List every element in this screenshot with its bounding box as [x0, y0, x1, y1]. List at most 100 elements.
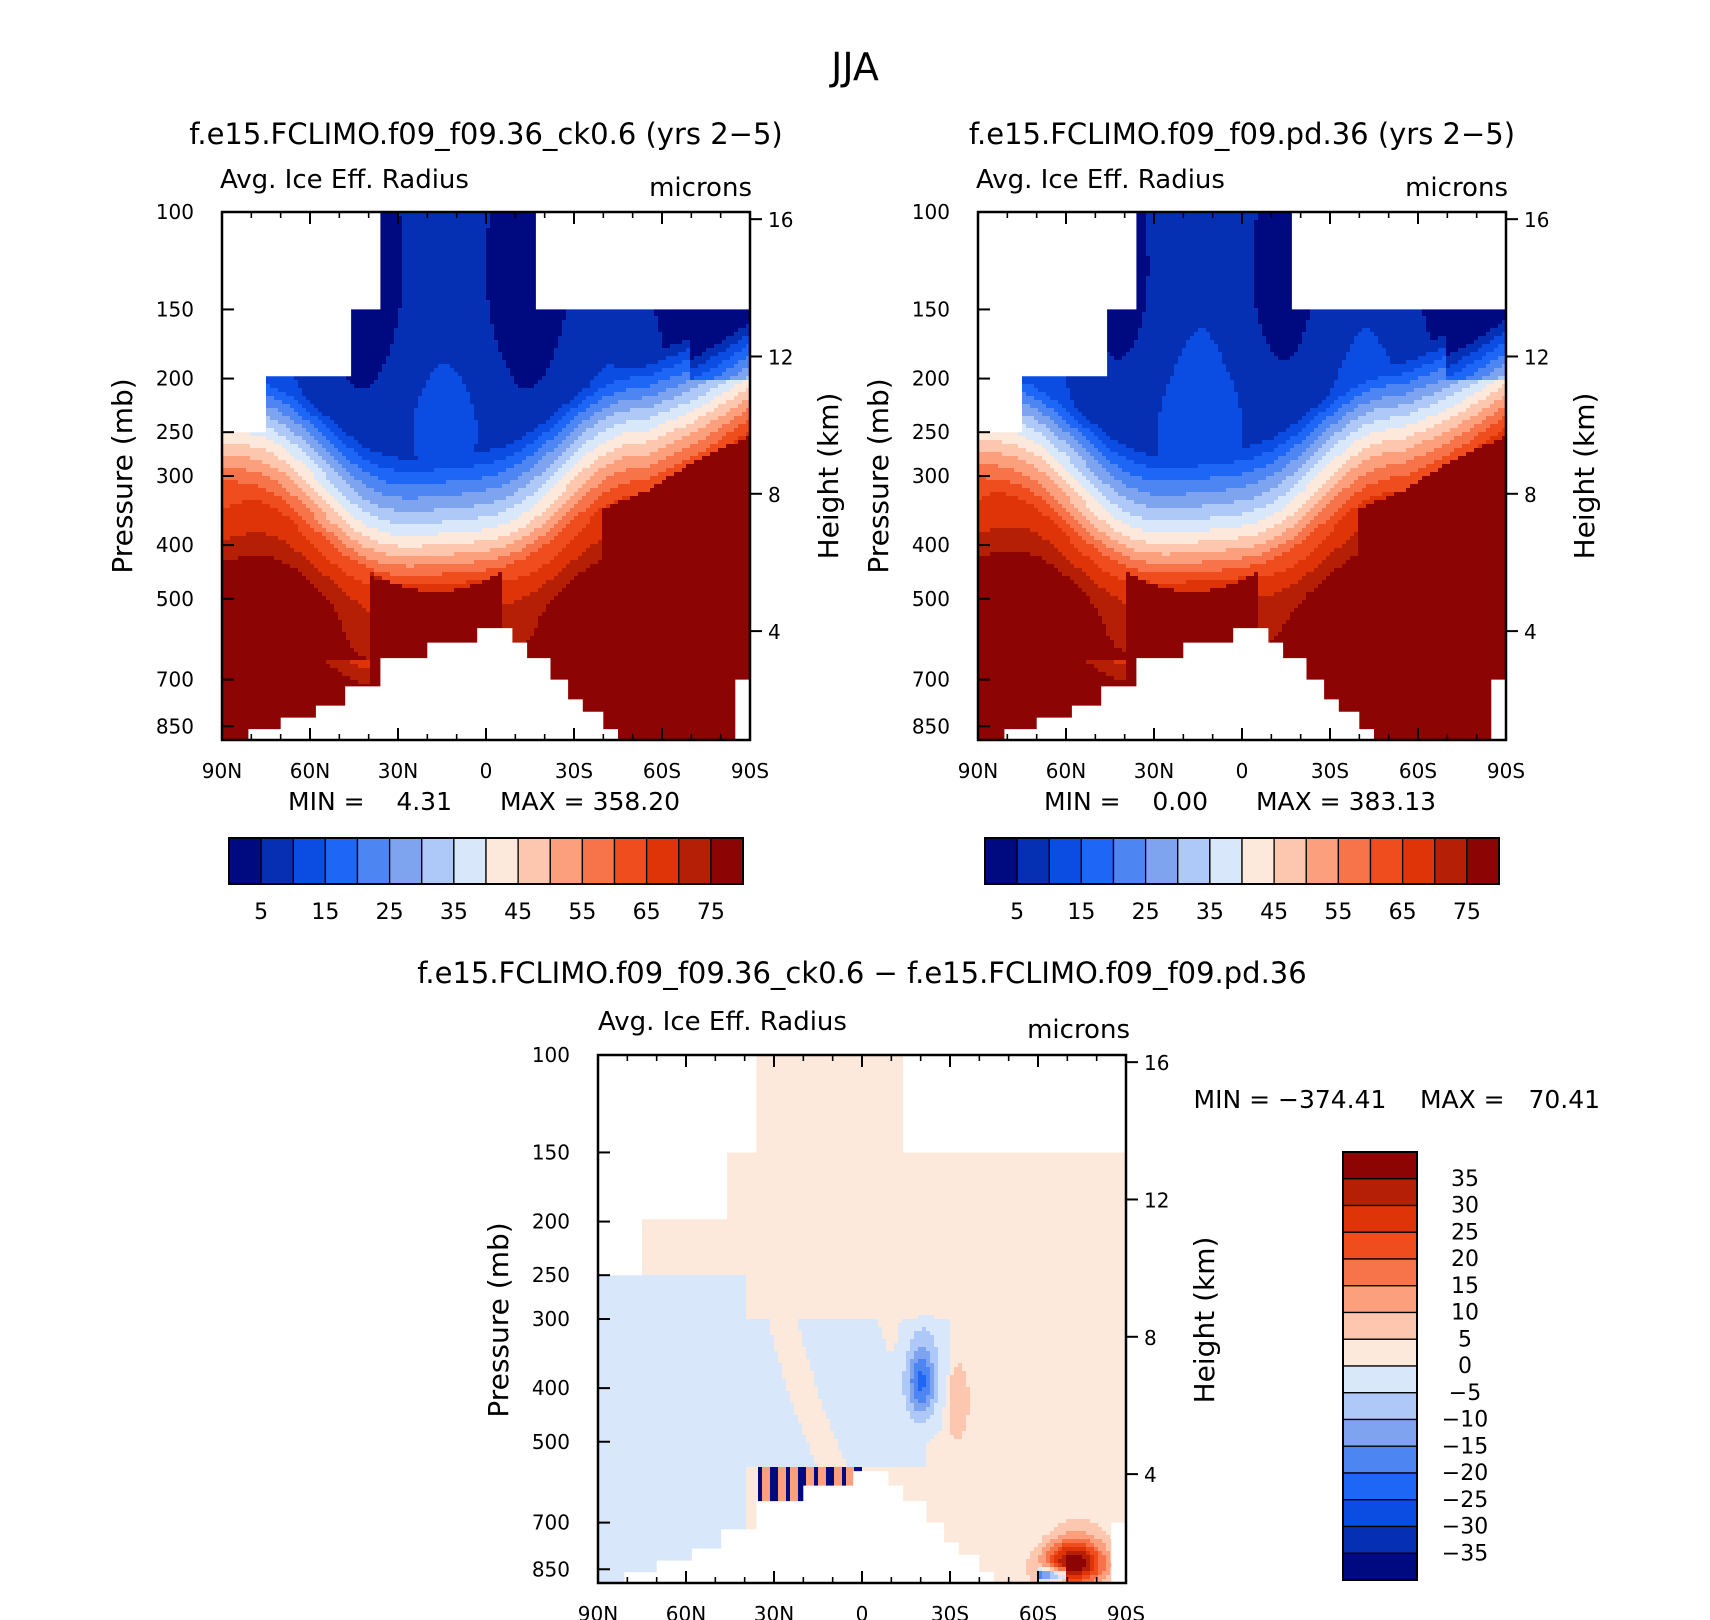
field-cell: [950, 1323, 1126, 1328]
field-cell: [1374, 468, 1419, 473]
field-cell: [1258, 312, 1311, 317]
field-cell: [370, 628, 503, 633]
field-cell: [554, 352, 679, 357]
field-cell: [1038, 480, 1055, 485]
field-cell: [1358, 476, 1391, 481]
field-cell: [1314, 428, 1327, 433]
field-cell: [686, 380, 707, 385]
field-cell: [1066, 380, 1171, 385]
field-cell: [222, 452, 275, 457]
field-cell: [826, 1467, 835, 1472]
field-cell: [554, 596, 750, 601]
field-cell: [1126, 624, 1259, 629]
field-cell: [1146, 220, 1255, 225]
field-cell: [990, 492, 1007, 497]
field-cell: [1106, 544, 1127, 549]
field-cell: [1074, 476, 1087, 481]
field-cell: [918, 1383, 927, 1388]
field-cell: [1050, 476, 1063, 481]
field-cell: [490, 316, 567, 321]
field-cell: [946, 1379, 951, 1384]
field-cell: [934, 1395, 939, 1400]
field-cell: [1446, 348, 1459, 353]
field-cell: [1254, 288, 1315, 293]
field-cell: [1326, 576, 1506, 581]
field-cell: [1146, 308, 1259, 313]
field-cell: [570, 432, 583, 437]
field-cell: [1090, 452, 1103, 457]
field-cell: [978, 444, 1019, 449]
field-cell: [1122, 508, 1255, 513]
field-cell: [1302, 528, 1315, 533]
field-cell: [702, 372, 723, 377]
field-cell: [266, 404, 291, 409]
field-cell: [342, 452, 359, 457]
field-cell: [1086, 1547, 1095, 1552]
field-cell: [1138, 332, 1195, 337]
field-cell: [1130, 524, 1243, 529]
field-cell: [1338, 372, 1403, 377]
field-cell: [798, 1323, 879, 1328]
field-cell: [650, 416, 679, 421]
field-cell: [1158, 424, 1243, 429]
field-cell: [1126, 664, 1506, 669]
field-cell: [1282, 480, 1299, 485]
field-cell: [1094, 472, 1111, 477]
field-cell: [498, 556, 527, 561]
panel-2-title: f.e15.FCLIMO.f09_f09.pd.36 (yrs 2−5): [969, 117, 1515, 151]
field-cell: [1422, 396, 1447, 401]
colorbar-label: 35: [1451, 1167, 1479, 1192]
field-cell: [302, 476, 315, 481]
field-cell: [774, 1343, 803, 1348]
panel-1-variable: Avg. Ice Eff. Radius: [220, 165, 469, 195]
field-cell: [1362, 436, 1407, 441]
field-cell: [1310, 312, 1423, 317]
field-cell: [1046, 460, 1059, 465]
field-cell: [1298, 344, 1351, 349]
field-cell: [1078, 452, 1091, 457]
field-cell: [578, 392, 595, 397]
field-cell: [1294, 496, 1311, 501]
field-cell: [746, 388, 750, 393]
field-cell: [926, 1395, 935, 1400]
field-cell: [1358, 532, 1506, 537]
field-cell: [554, 484, 567, 489]
x-tick-label: 90N: [202, 759, 242, 783]
field-cell: [282, 444, 299, 449]
field-cell: [474, 504, 515, 509]
field-cell: [1274, 592, 1307, 597]
field-cell: [1254, 292, 1315, 297]
field-cell: [370, 384, 427, 389]
field-cell: [906, 1407, 915, 1412]
field-cell: [590, 516, 603, 521]
field-cell: [378, 504, 475, 509]
field-cell: [486, 228, 567, 233]
field-cell: [1334, 548, 1359, 553]
field-cell: [266, 488, 287, 493]
field-cell: [298, 496, 311, 501]
field-cell: [1286, 568, 1315, 573]
field-cell: [1322, 540, 1347, 545]
field-cell: [1130, 536, 1239, 541]
field-cell: [262, 380, 299, 385]
field-cell: [938, 1379, 947, 1384]
field-cell: [314, 404, 419, 409]
colorbar-label: 25: [1451, 1220, 1479, 1245]
field-cell: [222, 440, 275, 445]
field-cell: [1050, 428, 1063, 433]
field-cell: [586, 396, 603, 401]
field-cell: [318, 548, 339, 553]
field-cell: [1274, 512, 1295, 517]
field-cell: [1378, 340, 1447, 345]
field-cell: [1410, 412, 1439, 417]
field-cell: [606, 416, 651, 421]
field-cell: [1042, 1563, 1051, 1568]
field-cell: [926, 1451, 1126, 1456]
field-cell: [1386, 496, 1506, 501]
field-cell: [662, 336, 727, 341]
field-cell: [370, 672, 750, 677]
field-cell: [362, 496, 403, 501]
field-cell: [1478, 348, 1495, 353]
field-cell: [962, 1363, 1126, 1368]
